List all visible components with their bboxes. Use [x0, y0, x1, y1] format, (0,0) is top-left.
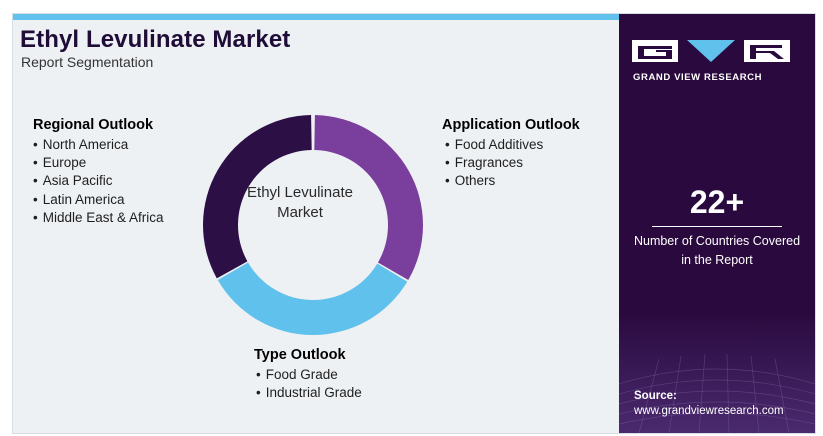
grid-decoration [619, 314, 815, 433]
list-item: Europe [33, 154, 164, 172]
donut-segment-type [217, 262, 408, 335]
list-item: Others [445, 172, 543, 190]
brand-panel [619, 14, 815, 433]
list-item: North America [33, 136, 164, 154]
regional-outlook-list: North America Europe Asia Pacific Latin … [33, 136, 164, 227]
stat-divider [652, 226, 782, 227]
type-outlook-heading: Type Outlook [254, 347, 346, 363]
list-item: Middle East & Africa [33, 209, 164, 227]
list-item: Fragrances [445, 154, 543, 172]
grand-view-research-logo [632, 40, 790, 62]
list-item: Food Additives [445, 136, 544, 154]
source-label: Source: [634, 390, 677, 402]
donut-segment-application [314, 115, 423, 280]
accent-bar [13, 14, 619, 20]
donut-segment-regional [203, 115, 312, 279]
page-subtitle: Report Segmentation [21, 54, 154, 70]
donut-center-label: Ethyl Levulinate Market [247, 184, 353, 221]
application-outlook-heading: Application Outlook [442, 117, 580, 133]
list-item: Latin America [33, 191, 164, 209]
list-item: Food Grade [256, 366, 362, 384]
application-outlook-list: Food Additives Fragrances Others [445, 136, 544, 191]
source-url[interactable]: www.grandviewresearch.com [634, 405, 784, 417]
logo-wordmark: GRAND VIEW RESEARCH [633, 72, 763, 83]
regional-outlook-heading: Regional Outlook [33, 117, 154, 133]
list-item: Industrial Grade [256, 384, 362, 402]
list-item: Asia Pacific [33, 172, 164, 190]
countries-stat-caption: Number of Countries Covered in the Repor… [633, 234, 801, 267]
type-outlook-list: Food Grade Industrial Grade [256, 366, 362, 402]
page-title: Ethyl Levulinate Market [20, 26, 291, 53]
countries-stat-value: 22+ [689, 184, 745, 220]
